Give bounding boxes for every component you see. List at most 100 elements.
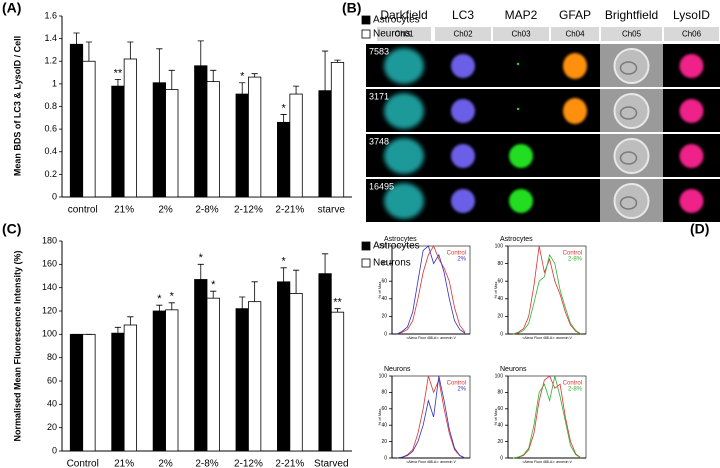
error-bar (280, 267, 287, 282)
column-header: Darkfield (380, 8, 427, 22)
brightfield-cell (613, 138, 650, 174)
y-tick-label: 0 (52, 445, 57, 455)
chart-title: Neurons (500, 366, 527, 373)
bar (330, 311, 345, 452)
brightfield-detail (619, 196, 638, 210)
bar (330, 61, 345, 198)
brightfield-cell (613, 93, 650, 129)
brightfield-detail (619, 151, 638, 165)
y-tick-label: 0 (500, 331, 503, 337)
column-header: Brightfield (605, 8, 658, 22)
error-bar (321, 50, 329, 91)
bar (82, 60, 96, 198)
histogram-line (512, 253, 582, 335)
x-tick-label: 2-12% (234, 459, 263, 468)
channel-label: Ch01 (394, 30, 414, 39)
legend-label: 2-8% (568, 257, 583, 263)
error-bar (114, 78, 122, 87)
channel-label: Ch05 (622, 30, 642, 39)
brightfield-detail (619, 61, 638, 75)
y-tick-label: 1.2 (44, 56, 57, 66)
map2-cell (509, 144, 533, 168)
error-bar (239, 82, 246, 95)
y-tick-label: 0 (384, 455, 387, 461)
bar (318, 273, 332, 452)
column-header: MAP2 (505, 8, 538, 22)
error-bar (73, 32, 80, 45)
y-axis-label: Normalised Mean Fluorescence Intensity (… (12, 250, 22, 441)
y-tick-label: 140 (42, 282, 57, 292)
bar (152, 82, 166, 198)
bar (69, 333, 84, 452)
darkfield-cell (384, 138, 424, 174)
error-bar (114, 326, 122, 334)
bar (69, 43, 84, 198)
y-tick-label: 0 (52, 191, 57, 201)
significance-mark: * (240, 71, 245, 83)
bar (248, 76, 262, 198)
bar (123, 324, 137, 452)
row-id: 3748 (369, 136, 389, 146)
y-tick-label: 80 (497, 261, 503, 267)
darkfield-cell (384, 93, 424, 129)
y-tick-label: 180 (42, 235, 57, 245)
x-tick-label: 2-12% (234, 205, 263, 216)
channel-tab (551, 27, 599, 41)
chart-title: Astrocytes (384, 236, 417, 243)
y-tick-label: 1.4 (44, 33, 57, 43)
error-bar (197, 40, 204, 66)
fluor-cell (679, 189, 704, 213)
y-axis-label: % of Max (377, 409, 382, 426)
legend-label: Astrocytes (373, 15, 420, 26)
significance-mark: * (170, 291, 175, 303)
y-tick-label: 100 (42, 329, 57, 339)
chart-title: Astrocytes (500, 236, 533, 243)
legend-label: 2-8% (568, 387, 583, 393)
y-tick-label: 100 (379, 243, 388, 249)
bar (111, 85, 125, 198)
fluor-cell (451, 189, 475, 213)
significance-mark: ** (333, 297, 342, 309)
y-tick-label: 60 (497, 279, 503, 285)
y-tick-label: 60 (381, 279, 387, 285)
significance-mark: ** (114, 67, 123, 79)
fluor-cell (679, 144, 704, 168)
fluor-cell (451, 144, 475, 168)
significance-mark: * (282, 256, 287, 268)
error-bar (168, 69, 175, 90)
bar (277, 121, 291, 198)
channel-tab (493, 27, 549, 41)
x-tick-label: 2-8% (195, 205, 218, 216)
channel-label: Ch03 (511, 30, 531, 39)
legend-swatch (361, 258, 371, 268)
significance-mark: * (157, 293, 162, 305)
error-bar (251, 281, 258, 302)
fluor-cell (451, 54, 475, 78)
x-tick-label: 21% (114, 459, 134, 468)
y-tick-label: 80 (381, 261, 387, 267)
bar (277, 281, 291, 452)
darkfield-cell (384, 183, 424, 219)
histogram-line (396, 245, 466, 335)
histogram-line (396, 245, 466, 335)
gfap-cell (563, 53, 587, 79)
bar (289, 93, 303, 198)
brightfield-cell (613, 48, 650, 84)
brightfield-cell (613, 183, 650, 219)
significance-mark: * (282, 102, 287, 114)
y-tick-label: 60 (47, 375, 57, 385)
x-axis-label: <Alexa Fluor 488-A>: annexin V (406, 460, 456, 464)
legend-swatch (361, 29, 371, 39)
error-bar (156, 304, 163, 311)
y-tick-label: 0.4 (44, 146, 57, 156)
x-tick-label: Control (67, 459, 99, 468)
bar (206, 297, 220, 452)
error-bar (292, 85, 300, 95)
histogram-line (396, 375, 466, 459)
bar (82, 333, 96, 452)
y-tick-label: 20 (381, 439, 387, 445)
chart-title: Neurons (384, 366, 411, 373)
panel-label: (B) (342, 0, 361, 16)
y-axis-label: % of Max (493, 409, 498, 426)
